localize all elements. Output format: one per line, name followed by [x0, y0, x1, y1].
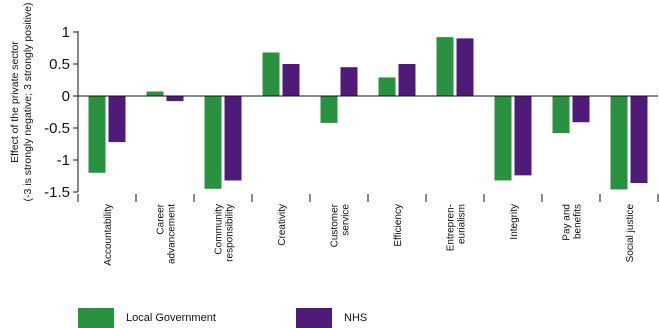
bar-local-government-social-justice	[610, 96, 628, 190]
y-tick-label: 0	[62, 88, 70, 105]
bar-local-government-entrepren-eurialism	[436, 37, 454, 96]
y-tick-label: -0.5	[44, 120, 70, 137]
x-tick-label-customer-service: service	[341, 204, 352, 236]
bars-group	[88, 37, 648, 190]
x-tick-label-community-responsibility: responsibility	[225, 204, 236, 262]
y-tick-label: -1.5	[44, 184, 70, 201]
bar-nhs-efficiency	[398, 64, 416, 96]
bar-local-government-creativity	[262, 52, 280, 96]
y-tick-label: 1	[62, 24, 70, 41]
x-tick-labels: Accountability Career advancement Community…	[103, 203, 636, 265]
legend-item-local-government: Local Government	[78, 308, 216, 328]
bar-nhs-creativity	[282, 64, 300, 96]
legend-label-local-government: Local Government	[126, 312, 216, 324]
x-tick-label-creativity: Creativity	[277, 204, 288, 246]
bar-nhs-customer-service	[340, 67, 358, 96]
legend-swatch-nhs	[296, 308, 332, 328]
x-tick-label-career-advancement: Career	[156, 203, 167, 234]
legend-label-nhs: NHS	[344, 312, 368, 324]
bar-local-government-efficiency	[378, 77, 396, 96]
y-axis-label-line2: (-3 is strongly negative; 3 strongly pos…	[22, 2, 34, 202]
bar-nhs-social-justice	[630, 96, 648, 184]
x-tick-label-pay-and-benefits: benefits	[573, 204, 584, 239]
bar-nhs-community-responsibility	[224, 96, 242, 181]
bar-local-government-pay-and-benefits	[552, 96, 570, 134]
x-tick-label-community-responsibility: Community	[214, 204, 225, 255]
bar-nhs-pay-and-benefits	[572, 96, 590, 123]
bar-nhs-accountability	[108, 96, 126, 143]
y-axis-label-line1: Effect of the private sector	[9, 41, 21, 163]
legend-swatch-local-government	[78, 308, 114, 328]
bar-local-government-customer-service	[320, 96, 338, 123]
x-tick-label-integrity: Integrity	[509, 204, 520, 240]
y-tick-label: -1	[57, 152, 70, 169]
x-tick-label-social-justice: Social justice	[625, 204, 636, 263]
bar-nhs-integrity	[514, 96, 532, 176]
bar-nhs-career-advancement	[166, 96, 184, 102]
x-tick-label-career-advancement: advancement	[167, 204, 178, 264]
x-tick-label-entrepren-eurialism: eurialism	[457, 204, 468, 244]
bar-nhs-entrepren-eurialism	[456, 38, 474, 96]
bar-local-government-community-responsibility	[204, 96, 222, 189]
y-tick-label: 0.5	[49, 56, 70, 73]
bar-local-government-career-advancement	[146, 91, 164, 96]
x-tick-label-efficiency: Efficiency	[393, 204, 404, 247]
x-tick-label-entrepren-eurialism: Entrepren-	[446, 204, 457, 251]
y-axis-label: Effect of the private sector (-3 is stro…	[4, 2, 40, 201]
bar-local-government-accountability	[88, 96, 106, 173]
axes-group: 1 0.5 0 -0.5 -1 -1.5	[44, 24, 659, 202]
legend-item-nhs: NHS	[296, 308, 367, 328]
x-tick-label-accountability: Accountability	[103, 204, 114, 266]
bar-local-government-integrity	[494, 96, 512, 181]
x-tick-label-customer-service: Customer	[330, 203, 341, 247]
x-tick-label-pay-and-benefits: Pay and	[562, 204, 573, 241]
